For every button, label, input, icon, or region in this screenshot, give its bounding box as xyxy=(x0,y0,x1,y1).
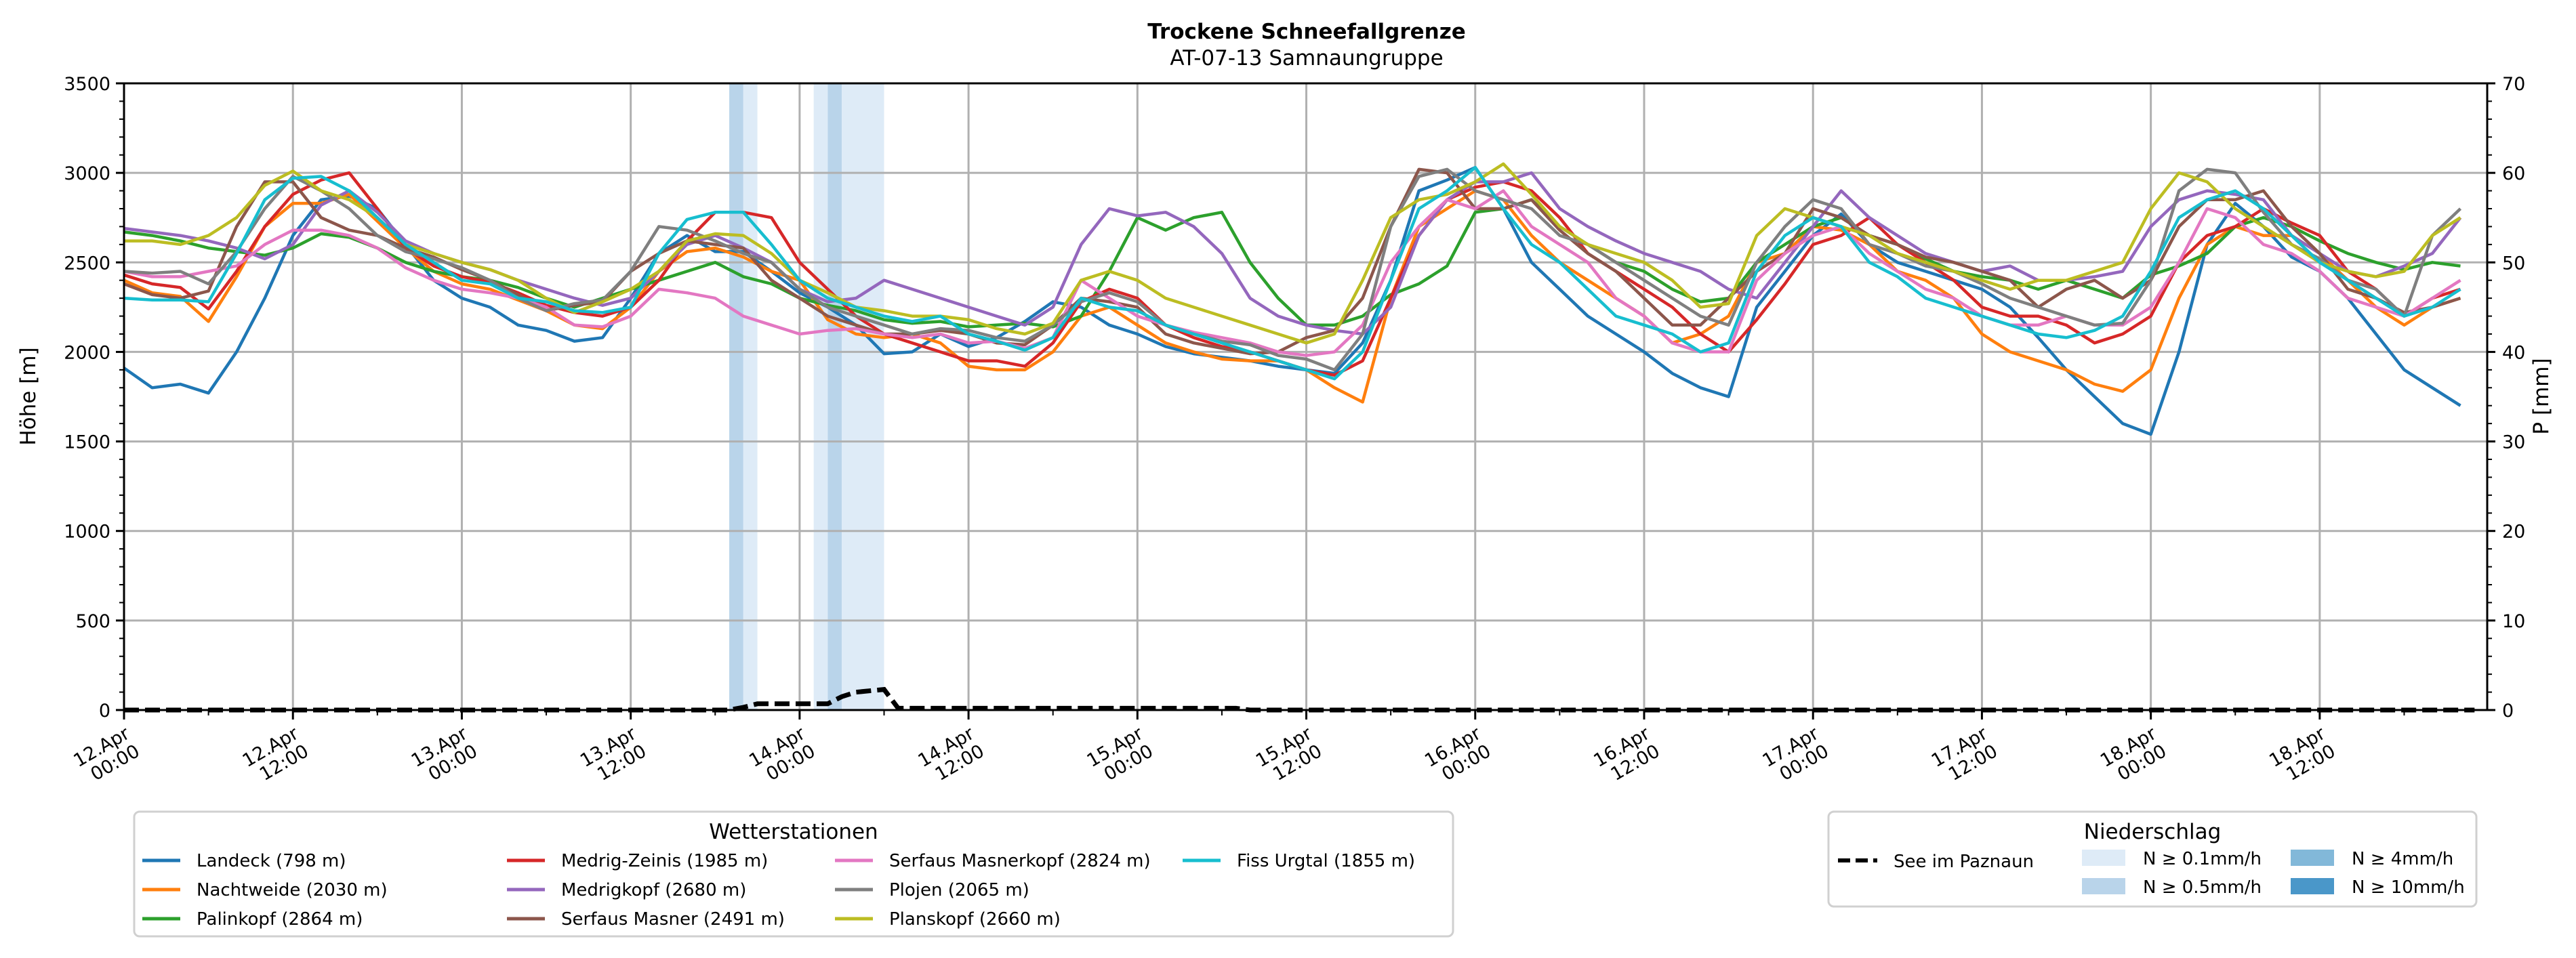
y-axis-label: Höhe [m] xyxy=(16,347,41,445)
precip-class-swatch xyxy=(2082,878,2125,894)
legend-label: Medrigkopf (2680 m) xyxy=(561,880,746,900)
x-tick-label: 18.Apr00:00 xyxy=(2097,723,2171,789)
x-tick-label: 15.Apr00:00 xyxy=(1084,723,1158,789)
precip-band xyxy=(827,83,842,710)
precip-class-label: N ≥ 0.1mm/h xyxy=(2143,849,2262,869)
legend-label: Medrig-Zeinis (1985 m) xyxy=(561,851,768,871)
dashed-series-line xyxy=(124,686,2475,713)
legend-label: Nachtweide (2030 m) xyxy=(197,880,388,900)
x-axis-ticks: 12.Apr00:00 12.Apr12:00 13.Apr00:00 13.Apr1… xyxy=(70,710,2405,789)
y-tick-label: 0 xyxy=(99,701,110,722)
y-tick-label: 500 xyxy=(75,611,110,632)
precip-band xyxy=(842,83,884,710)
y-tick-label: 2500 xyxy=(64,253,110,274)
y-tick-label: 2000 xyxy=(64,342,110,363)
y2-tick-label: 60 xyxy=(2502,163,2525,184)
precipitation-bands xyxy=(729,83,884,710)
legend-label: Serfaus Masner (2491 m) xyxy=(561,909,785,930)
legend-label: Landeck (798 m) xyxy=(197,851,346,871)
y-tick-label: 3000 xyxy=(64,163,110,184)
x-tick-label: 13.Apr12:00 xyxy=(577,723,651,789)
precip-band xyxy=(729,83,743,710)
series-line xyxy=(124,162,2461,345)
y-axis-ticks: 0 500 1000 1500 2000 2500 3000 3500 xyxy=(64,74,124,722)
series-line xyxy=(123,165,2461,436)
x-tick-label: 17.Apr12:00 xyxy=(1928,723,2002,789)
legend-label: Palinkopf (2864 m) xyxy=(197,909,363,930)
y2-axis-label: P [mm] xyxy=(2529,358,2554,434)
chart-title: Trockene Schneefallgrenze xyxy=(1147,20,1466,44)
series-line xyxy=(123,167,2461,356)
x-tick-label: 15.Apr12:00 xyxy=(1252,723,1326,789)
precip-dashed-line xyxy=(124,686,2475,713)
y2-axis-ticks: 0 10 20 30 40 50 60 70 xyxy=(2487,74,2525,722)
legend-label: Plojen (2065 m) xyxy=(889,880,1029,900)
y2-tick-label: 0 xyxy=(2502,701,2514,722)
precip-band xyxy=(743,83,758,710)
x-tick-label: 12.Apr12:00 xyxy=(239,723,313,789)
x-tick-label: 14.Apr12:00 xyxy=(914,723,988,789)
precip-class-label: N ≥ 4mm/h xyxy=(2352,849,2453,869)
legend-label: Fiss Urgtal (1855 m) xyxy=(1237,851,1415,871)
precip-class-swatch xyxy=(2082,850,2125,866)
y2-tick-label: 10 xyxy=(2502,611,2525,632)
series-line xyxy=(123,165,2461,381)
precip-class-swatch xyxy=(2291,850,2334,866)
x-tick-label: 16.Apr12:00 xyxy=(1590,723,1664,789)
y2-tick-label: 50 xyxy=(2502,253,2525,274)
grid xyxy=(123,82,2487,711)
legend-label: Serfaus Masnerkopf (2824 m) xyxy=(889,851,1151,871)
y-tick-label: 1500 xyxy=(64,432,110,453)
precip-class-label: N ≥ 10mm/h xyxy=(2352,877,2465,898)
legend-precip: Niederschlag See im Paznaun N ≥ 0.1mm/h N… xyxy=(1827,810,2478,908)
chart-subtitle: AT-07-13 Samnaungruppe xyxy=(1170,46,1443,70)
precip-class-label: N ≥ 0.5mm/h xyxy=(2143,877,2262,898)
legend-stations: Wetterstationen Landeck (798 m) Nachtweid… xyxy=(133,810,1454,938)
precip-class-swatch xyxy=(2291,878,2334,894)
station-lines xyxy=(123,162,2462,436)
y2-tick-label: 20 xyxy=(2502,522,2525,543)
y2-tick-label: 40 xyxy=(2502,342,2525,363)
y-tick-label: 3500 xyxy=(64,74,110,95)
precip-band xyxy=(813,83,828,710)
x-tick-label: 12.Apr00:00 xyxy=(70,723,144,789)
series-line xyxy=(123,198,2461,329)
legend-label: Planskopf (2660 m) xyxy=(889,909,1061,930)
legend-dashed-label: See im Paznaun xyxy=(1894,852,2034,872)
legend-precip-title: Niederschlag xyxy=(2084,820,2222,844)
x-tick-label: 16.Apr00:00 xyxy=(1421,723,1495,789)
x-tick-label: 18.Apr12:00 xyxy=(2266,723,2339,789)
x-tick-label: 17.Apr00:00 xyxy=(1759,723,1833,789)
x-tick-label: 14.Apr00:00 xyxy=(745,723,819,789)
y2-tick-label: 30 xyxy=(2502,432,2525,453)
legend-stations-title: Wetterstationen xyxy=(709,820,878,844)
x-tick-label: 13.Apr00:00 xyxy=(408,723,482,789)
y2-tick-label: 70 xyxy=(2502,74,2525,95)
series-line xyxy=(123,189,2461,404)
y-tick-label: 1000 xyxy=(64,522,110,543)
